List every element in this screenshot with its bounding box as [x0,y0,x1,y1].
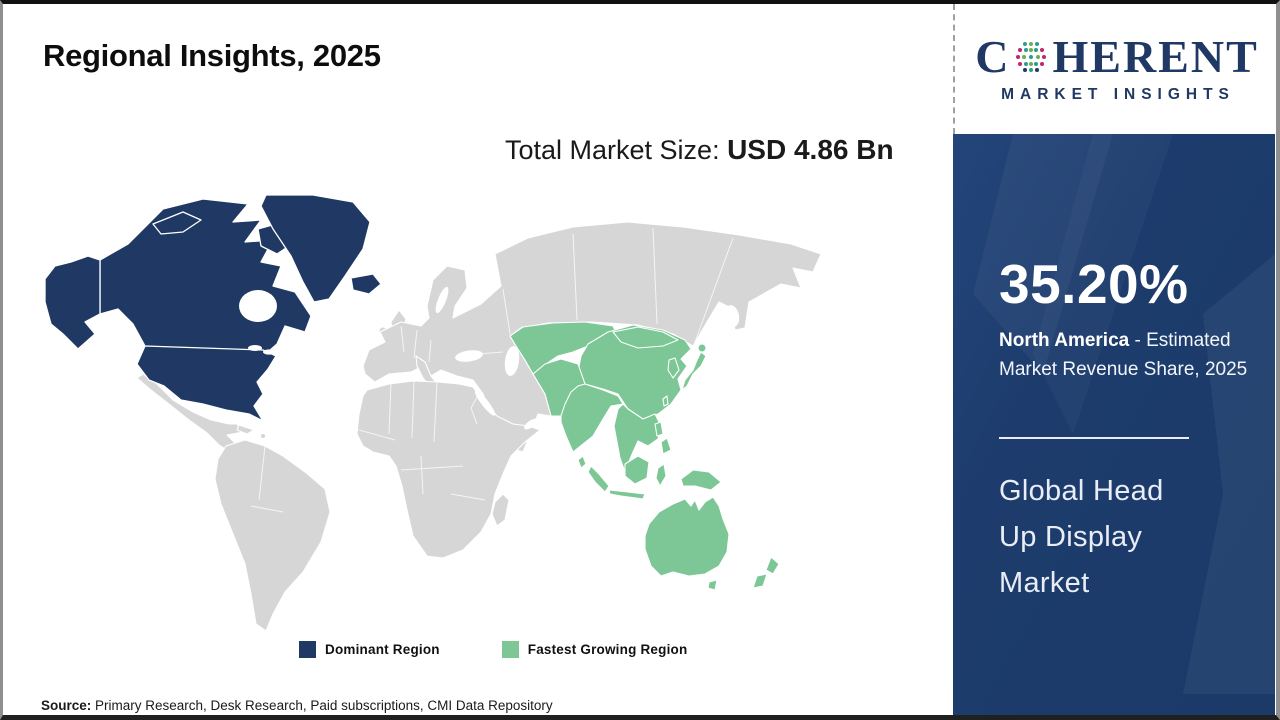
legend: Dominant Region Fastest Growing Region [299,641,687,658]
source-label: Source: [41,698,92,713]
legend-item-fastest-growing: Fastest Growing Region [501,641,688,658]
region-rest-of-world [136,221,822,632]
market-share-value: 35.20% [999,253,1189,315]
sidebar: 35.20% North America - Estimated Market … [953,134,1275,715]
market-name: Global Head Up Display Market [999,468,1164,606]
globe-dots-icon [1016,42,1047,72]
brand-letters-rest: HERENT [1052,31,1259,82]
market-share-description: North America - Estimated Market Revenue… [999,326,1267,384]
market-name-line-3: Market [999,567,1090,599]
source-text: Primary Research, Desk Research, Paid su… [91,698,553,713]
market-name-line-1: Global Head [999,475,1164,507]
total-market-size-value: USD 4.86 Bn [727,134,894,165]
dominant-region-label: Dominant Region [325,642,440,657]
brand-letter-c: C [975,31,1011,82]
country-borders [250,227,734,513]
source-note: Source: Primary Research, Desk Research,… [41,698,553,713]
market-name-line-2: Up Display [999,521,1143,553]
sidebar-divider [999,437,1189,439]
legend-item-dominant: Dominant Region [299,641,440,658]
region-description: - Estimated Market Revenue Share, 2025 [999,330,1248,380]
total-market-size-label: Total Market Size: [505,135,728,165]
brand-logo: C HERENT MARKET INSIGHTS [953,4,1276,134]
page-title: Regional Insights, 2025 [43,38,381,73]
brand-subtitle: MARKET INSIGHTS [1001,86,1235,103]
region-north-america [44,194,382,422]
fastest-growing-region-label: Fastest Growing Region [527,642,688,657]
seas [435,286,740,430]
lakes [239,290,277,355]
total-market-size: Total Market Size: USD 4.86 Bn [505,130,897,170]
brand-wordmark: C HERENT [975,34,1259,80]
world-map [33,194,853,634]
region-name: North America [999,330,1130,351]
fastest-growing-region-swatch [501,641,519,658]
region-asia-pacific [509,321,780,591]
sidebar-texture [973,134,1275,694]
dominant-region-swatch [299,641,316,658]
